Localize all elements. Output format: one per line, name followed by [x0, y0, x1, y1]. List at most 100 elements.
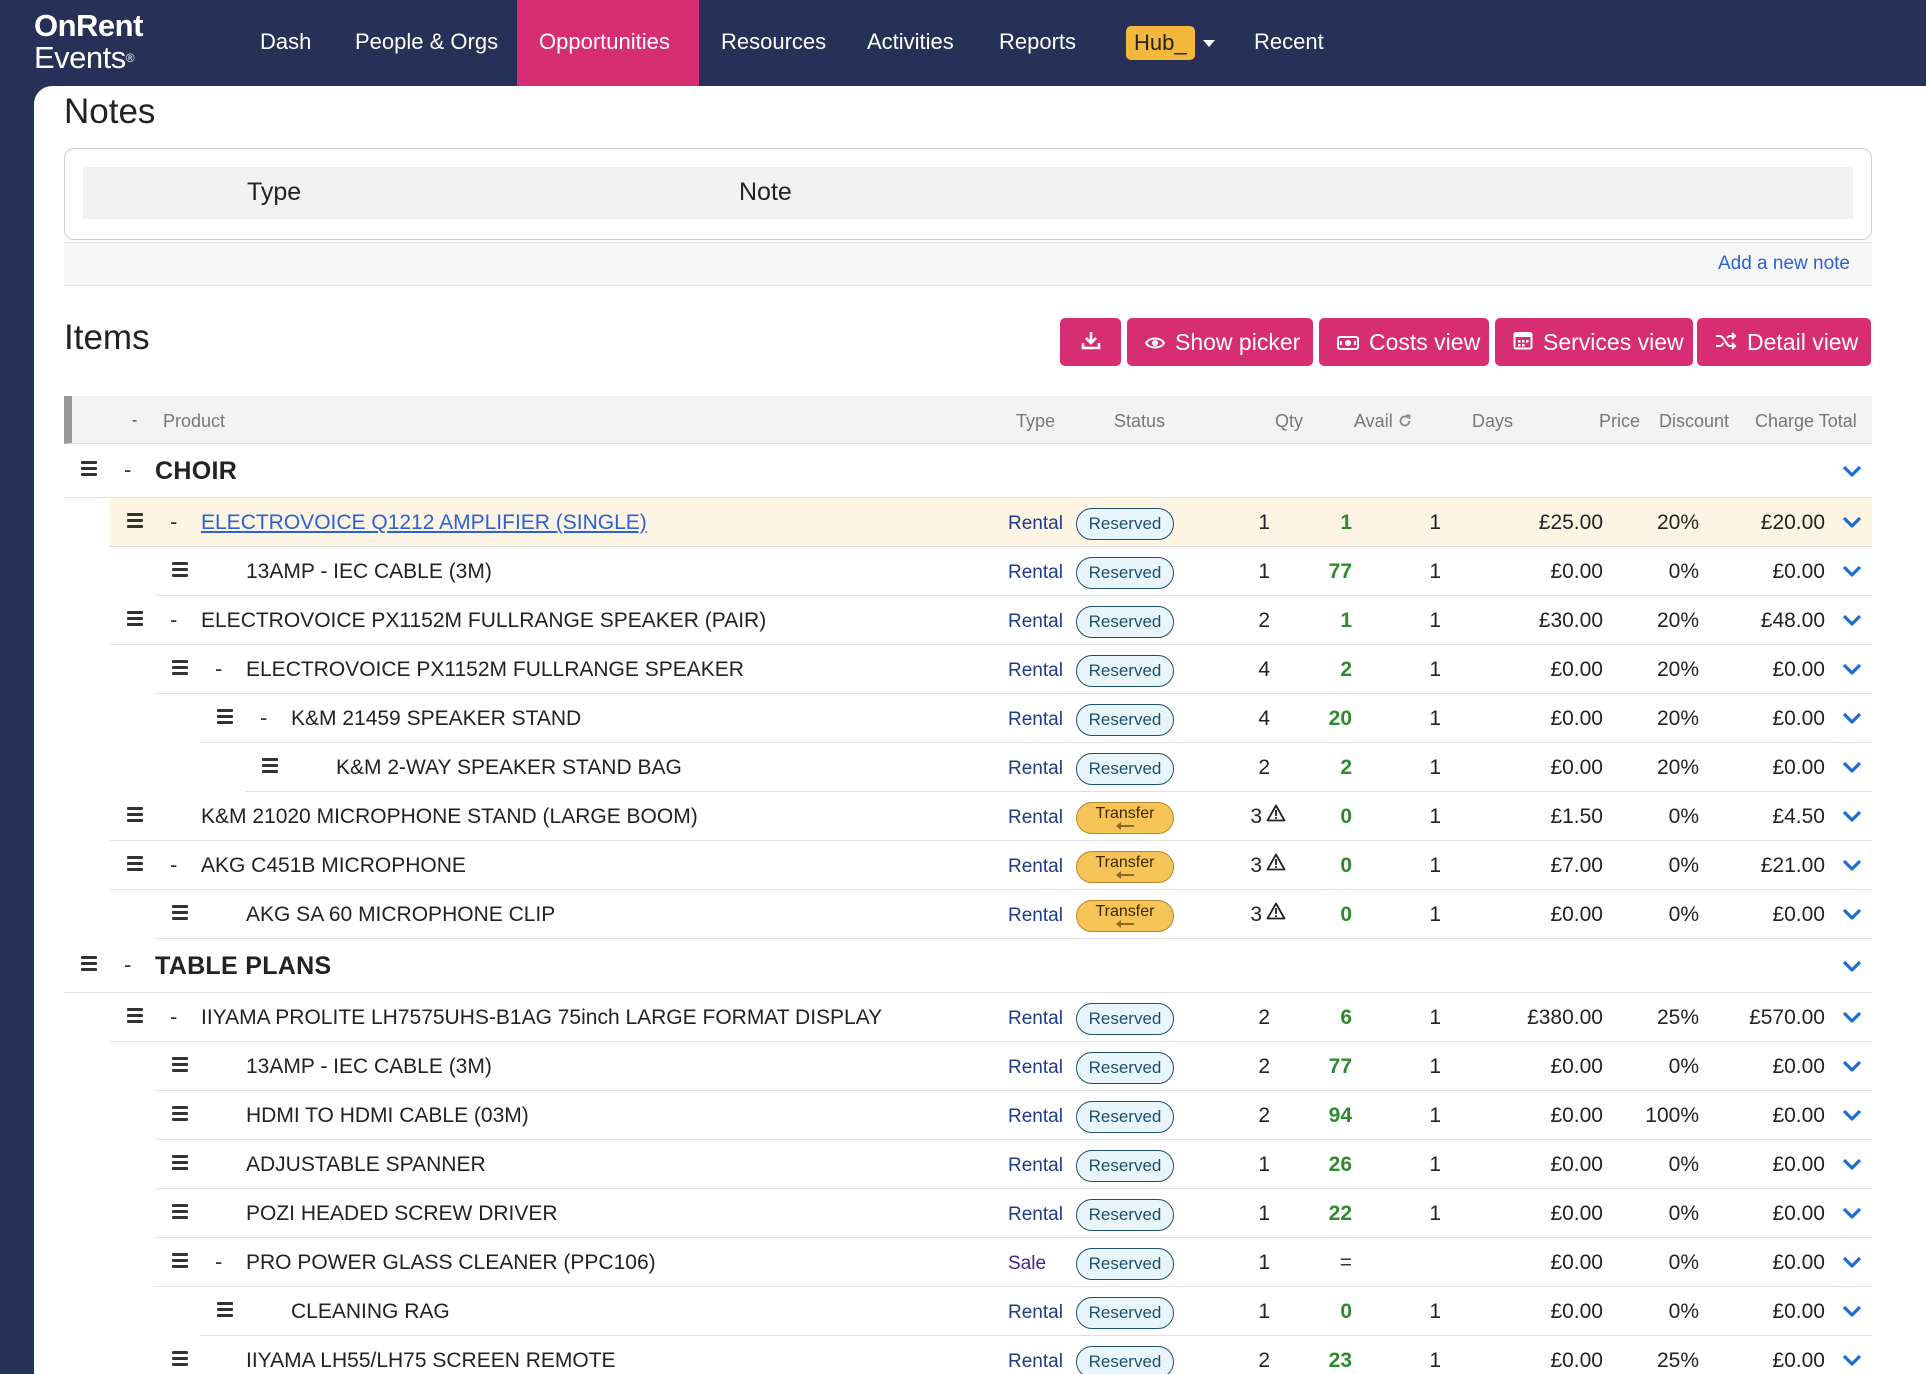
- qty-cell[interactable]: 2: [1258, 743, 1270, 792]
- chevron-down-icon[interactable]: [1842, 1353, 1862, 1367]
- chevron-down-icon[interactable]: [1842, 662, 1862, 676]
- days-cell[interactable]: 1: [1429, 854, 1441, 877]
- table-row[interactable]: K&M 2-WAY SPEAKER STAND BAG Rental Reserve…: [64, 743, 1872, 792]
- drag-handle-icon[interactable]: [172, 1351, 188, 1366]
- chevron-down-icon[interactable]: [1842, 1059, 1862, 1073]
- drag-handle-icon[interactable]: [127, 1008, 143, 1023]
- chevron-down-icon[interactable]: [1842, 711, 1862, 725]
- drag-handle-icon[interactable]: [127, 807, 143, 822]
- drag-handle-icon[interactable]: [217, 709, 233, 724]
- status-badge[interactable]: Reserved: [1076, 508, 1174, 540]
- table-row[interactable]: ADJUSTABLE SPANNER Rental Reserved 1 26 1 £0.0…: [64, 1140, 1872, 1189]
- status-badge[interactable]: Reserved: [1076, 1199, 1174, 1231]
- qty-cell[interactable]: 2: [1258, 596, 1270, 645]
- status-badge[interactable]: Transfer: [1076, 900, 1174, 932]
- chevron-down-icon[interactable]: [1842, 760, 1862, 774]
- qty-cell[interactable]: 2: [1258, 1336, 1270, 1374]
- drag-handle-icon[interactable]: [172, 1155, 188, 1170]
- chevron-down-icon[interactable]: [1842, 1206, 1862, 1220]
- col-charge-total[interactable]: Charge Total: [1755, 411, 1857, 431]
- chevron-down-icon[interactable]: [1842, 515, 1862, 529]
- chevron-down-icon[interactable]: [1842, 464, 1862, 478]
- price-cell[interactable]: £0.00: [1550, 658, 1603, 681]
- price-cell[interactable]: £0.00: [1550, 1300, 1603, 1323]
- chevron-down-icon[interactable]: [1842, 564, 1862, 578]
- drag-handle-icon[interactable]: [172, 1204, 188, 1219]
- price-cell[interactable]: £7.00: [1550, 854, 1603, 877]
- price-cell[interactable]: £0.00: [1550, 1349, 1603, 1372]
- nav-dash[interactable]: Dash: [260, 29, 312, 54]
- collapse-toggle[interactable]: -: [170, 607, 178, 632]
- status-badge[interactable]: Reserved: [1076, 1346, 1174, 1374]
- discount-cell[interactable]: 0%: [1668, 560, 1699, 583]
- days-cell[interactable]: 1: [1429, 1153, 1441, 1176]
- logo[interactable]: OnRent Events®: [34, 10, 143, 74]
- days-cell[interactable]: 1: [1429, 1202, 1441, 1225]
- qty-cell[interactable]: 1: [1258, 1287, 1270, 1336]
- table-row[interactable]: - ELECTROVOICE PX1152M FULLRANGE SPEAKER …: [64, 596, 1872, 645]
- days-cell[interactable]: 1: [1429, 1300, 1441, 1323]
- table-row[interactable]: POZI HEADED SCREW DRIVER Rental Reserved 1 2…: [64, 1189, 1872, 1238]
- col-status[interactable]: Status: [1114, 411, 1166, 431]
- add-note-link[interactable]: Add a new note: [1717, 253, 1850, 274]
- qty-cell[interactable]: 2: [1258, 1042, 1270, 1091]
- drag-handle-icon[interactable]: [172, 1106, 188, 1121]
- drag-handle-icon[interactable]: [262, 758, 278, 773]
- collapse-all-toggle[interactable]: -: [132, 412, 138, 429]
- status-badge[interactable]: Reserved: [1076, 1003, 1174, 1035]
- discount-cell[interactable]: 20%: [1656, 707, 1699, 730]
- discount-cell[interactable]: 0%: [1668, 1300, 1699, 1323]
- days-cell[interactable]: 1: [1429, 1006, 1441, 1029]
- status-badge[interactable]: Reserved: [1076, 1052, 1174, 1084]
- qty-cell[interactable]: 2: [1258, 993, 1270, 1042]
- nav-hub-dropdown[interactable]: Hub_: [1104, 0, 1237, 86]
- price-cell[interactable]: £0.00: [1550, 1055, 1603, 1078]
- table-row[interactable]: 13AMP - IEC CABLE (3M) Rental Reserved 1 77 1…: [64, 547, 1872, 596]
- price-cell[interactable]: £0.00: [1550, 756, 1603, 779]
- download-button[interactable]: [1060, 318, 1121, 366]
- discount-cell[interactable]: 0%: [1668, 1153, 1699, 1176]
- chevron-down-icon[interactable]: [1842, 613, 1862, 627]
- table-row[interactable]: 13AMP - IEC CABLE (3M) Rental Reserved 2 77 1…: [64, 1042, 1872, 1091]
- nav-activities[interactable]: Activities: [867, 29, 954, 54]
- days-cell[interactable]: 1: [1429, 658, 1441, 681]
- price-cell[interactable]: £0.00: [1550, 1202, 1603, 1225]
- status-badge[interactable]: Reserved: [1076, 753, 1174, 785]
- discount-cell[interactable]: 0%: [1668, 1055, 1699, 1078]
- table-row[interactable]: - ELECTROVOICE PX1152M FULLRANGE SPEAKER R…: [64, 645, 1872, 694]
- price-cell[interactable]: £0.00: [1550, 903, 1603, 926]
- table-row[interactable]: - PRO POWER GLASS CLEANER (PPC106) Sale Res…: [64, 1238, 1872, 1287]
- status-badge[interactable]: Reserved: [1076, 1248, 1174, 1280]
- chevron-down-icon[interactable]: [1842, 907, 1862, 921]
- table-row[interactable]: HDMI TO HDMI CABLE (03M) Rental Reserved 2 9…: [64, 1091, 1872, 1140]
- drag-handle-icon[interactable]: [217, 1302, 233, 1317]
- days-cell[interactable]: 1: [1429, 1055, 1441, 1078]
- collapse-toggle[interactable]: -: [215, 656, 223, 681]
- price-cell[interactable]: £0.00: [1550, 1153, 1603, 1176]
- table-row[interactable]: - AKG C451B MICROPHONE Rental Transfer 3 0 1 £7…: [64, 841, 1872, 890]
- discount-cell[interactable]: 0%: [1668, 1251, 1699, 1274]
- price-cell[interactable]: £0.00: [1550, 1251, 1603, 1274]
- drag-handle-icon[interactable]: [127, 513, 143, 528]
- price-cell[interactable]: £30.00: [1538, 609, 1603, 632]
- col-price[interactable]: Price: [1599, 411, 1641, 431]
- drag-handle-icon[interactable]: [172, 1057, 188, 1072]
- qty-cell[interactable]: 3: [1250, 841, 1286, 890]
- price-cell[interactable]: £1.50: [1550, 805, 1603, 828]
- qty-cell[interactable]: 3: [1250, 890, 1286, 939]
- days-cell[interactable]: 1: [1429, 805, 1441, 828]
- costs-view-button[interactable]: Costs view: [1319, 318, 1489, 366]
- chevron-down-icon[interactable]: [1842, 1108, 1862, 1122]
- nav-people-orgs[interactable]: People & Orgs: [355, 29, 499, 54]
- drag-handle-icon[interactable]: [172, 660, 188, 675]
- price-cell[interactable]: £0.00: [1550, 707, 1603, 730]
- qty-cell[interactable]: 1: [1258, 547, 1270, 596]
- chevron-down-icon[interactable]: [1842, 1010, 1862, 1024]
- col-type[interactable]: Type: [1016, 411, 1056, 431]
- status-badge[interactable]: Reserved: [1076, 655, 1174, 687]
- nav-reports[interactable]: Reports: [999, 29, 1077, 54]
- status-badge[interactable]: Reserved: [1076, 1101, 1174, 1133]
- drag-handle-icon[interactable]: [127, 856, 143, 871]
- discount-cell[interactable]: 0%: [1668, 805, 1699, 828]
- days-cell[interactable]: 1: [1429, 903, 1441, 926]
